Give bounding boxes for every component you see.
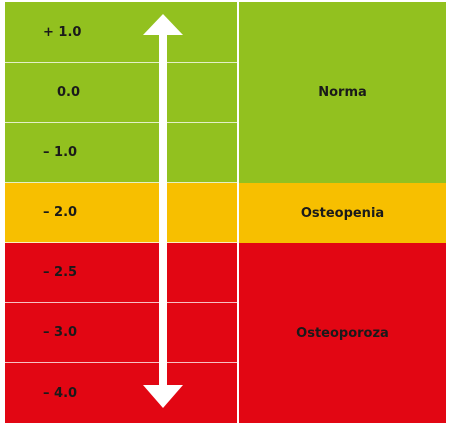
row-zero: 0.0 [5,63,237,123]
category-norma: Norma [239,2,446,183]
row-label: – 4.0 [43,385,78,401]
category-osteopenia: Osteopenia [239,183,446,243]
row-minus-1: – 1.0 [5,123,237,183]
row-minus-2: – 2.0 [5,183,237,243]
row-plus-1: + 1.0 [5,2,237,63]
row-label: – 2.0 [43,205,78,220]
category-label: Osteopenia [300,205,385,221]
category-label: Norma [318,85,367,100]
row-minus-3: – 3.0 [5,303,237,363]
row-minus-2-5: – 2.5 [5,243,237,303]
row-label: – 2.5 [43,265,78,280]
category-osteoporoza: Osteoporoza [239,243,446,423]
category-label: Osteoporoza [296,325,389,341]
row-label: + 1.0 [43,24,82,40]
row-label: 0.0 [57,85,81,100]
row-label: – 1.0 [43,145,78,160]
row-label: – 3.0 [43,325,78,340]
t-score-diagram: + 1.0 0.0 – 1.0 – 2.0 – 2.5 – 3.0 – 4.0 … [5,2,446,423]
column-divider [237,2,239,423]
row-minus-4: – 4.0 [5,363,237,423]
